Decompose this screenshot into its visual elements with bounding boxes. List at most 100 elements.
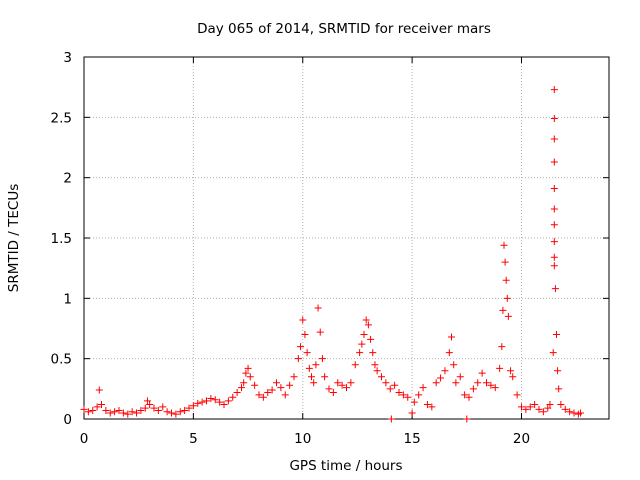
data-point — [386, 385, 394, 393]
data-point — [555, 385, 563, 393]
data-point — [369, 349, 377, 357]
data-point — [286, 381, 294, 389]
data-point — [553, 331, 560, 339]
data-point — [351, 361, 359, 369]
data-point — [526, 403, 534, 411]
data-point — [224, 397, 232, 405]
data-point — [102, 407, 110, 415]
data-point — [321, 373, 329, 381]
data-point — [539, 408, 547, 416]
data-point — [299, 316, 307, 324]
data-point — [395, 388, 403, 396]
data-point — [290, 373, 298, 381]
data-point — [119, 409, 127, 417]
data-point — [194, 399, 202, 407]
data-point — [314, 304, 322, 312]
data-point — [216, 398, 224, 406]
data-point — [305, 364, 313, 372]
data-point — [518, 403, 525, 411]
data-point — [273, 379, 280, 387]
data-point — [557, 401, 565, 409]
data-point — [461, 391, 469, 399]
data-point — [154, 407, 162, 415]
data-point — [294, 355, 302, 363]
data-point — [189, 402, 197, 410]
data-point — [445, 349, 453, 357]
data-point — [211, 396, 219, 404]
data-point — [522, 405, 530, 413]
data-point — [303, 349, 311, 357]
data-point — [513, 391, 521, 399]
data-point — [546, 401, 554, 409]
data-point — [325, 385, 333, 393]
data-point — [146, 401, 154, 409]
data-point — [373, 367, 381, 375]
data-point — [281, 391, 289, 399]
data-point — [360, 331, 368, 339]
data-point — [432, 379, 440, 387]
data-point — [499, 306, 507, 314]
data-point — [419, 384, 427, 392]
data-point — [478, 369, 486, 377]
data-point — [463, 415, 471, 423]
y-tick-label: 1.5 — [51, 231, 72, 247]
data-point — [259, 393, 267, 401]
data-point — [111, 408, 119, 416]
data-point — [176, 408, 184, 416]
data-point — [347, 379, 355, 387]
data-point — [356, 349, 364, 357]
data-point — [550, 86, 558, 94]
data-point — [159, 403, 167, 411]
data-point — [474, 379, 482, 387]
data-point — [98, 401, 105, 409]
x-tick-label: 15 — [404, 431, 421, 447]
y-tick-label: 3 — [63, 50, 72, 66]
y-tick-label: 2 — [63, 171, 72, 187]
data-point — [133, 409, 140, 417]
data-point — [410, 398, 418, 406]
data-point — [550, 185, 558, 193]
data-point — [172, 410, 180, 418]
data-point — [238, 384, 245, 392]
data-point — [277, 384, 285, 392]
data-point — [500, 241, 508, 249]
data-point — [550, 262, 558, 270]
data-point — [220, 401, 228, 409]
data-point — [465, 393, 473, 401]
x-tick-label: 0 — [80, 431, 89, 447]
data-point — [150, 404, 158, 412]
data-point — [207, 394, 215, 402]
data-point — [80, 405, 88, 413]
data-point — [570, 409, 578, 417]
data-point — [124, 410, 132, 418]
x-tick-label: 10 — [294, 431, 311, 447]
data-point — [408, 409, 416, 417]
data-point — [168, 409, 175, 417]
data-point — [487, 381, 495, 389]
data-point — [507, 367, 515, 375]
data-point — [441, 367, 449, 375]
data-point — [143, 397, 151, 405]
data-point — [318, 355, 326, 363]
data-point — [297, 343, 305, 351]
data-point — [504, 312, 512, 320]
data-point — [551, 285, 559, 293]
data-point — [535, 405, 543, 413]
data-point — [367, 335, 375, 343]
data-point — [423, 401, 431, 409]
data-point — [242, 369, 250, 377]
data-point — [503, 294, 511, 302]
data-point — [448, 333, 455, 341]
data-point — [181, 407, 189, 415]
x-tick-label: 5 — [189, 431, 198, 447]
data-point — [561, 405, 569, 413]
data-point — [549, 349, 557, 357]
data-point — [185, 404, 193, 412]
data-point — [498, 343, 506, 351]
data-point — [301, 331, 309, 339]
data-point — [452, 379, 460, 387]
y-tick-label: 0 — [63, 412, 72, 428]
data-point — [334, 379, 342, 387]
data-point — [577, 409, 585, 417]
